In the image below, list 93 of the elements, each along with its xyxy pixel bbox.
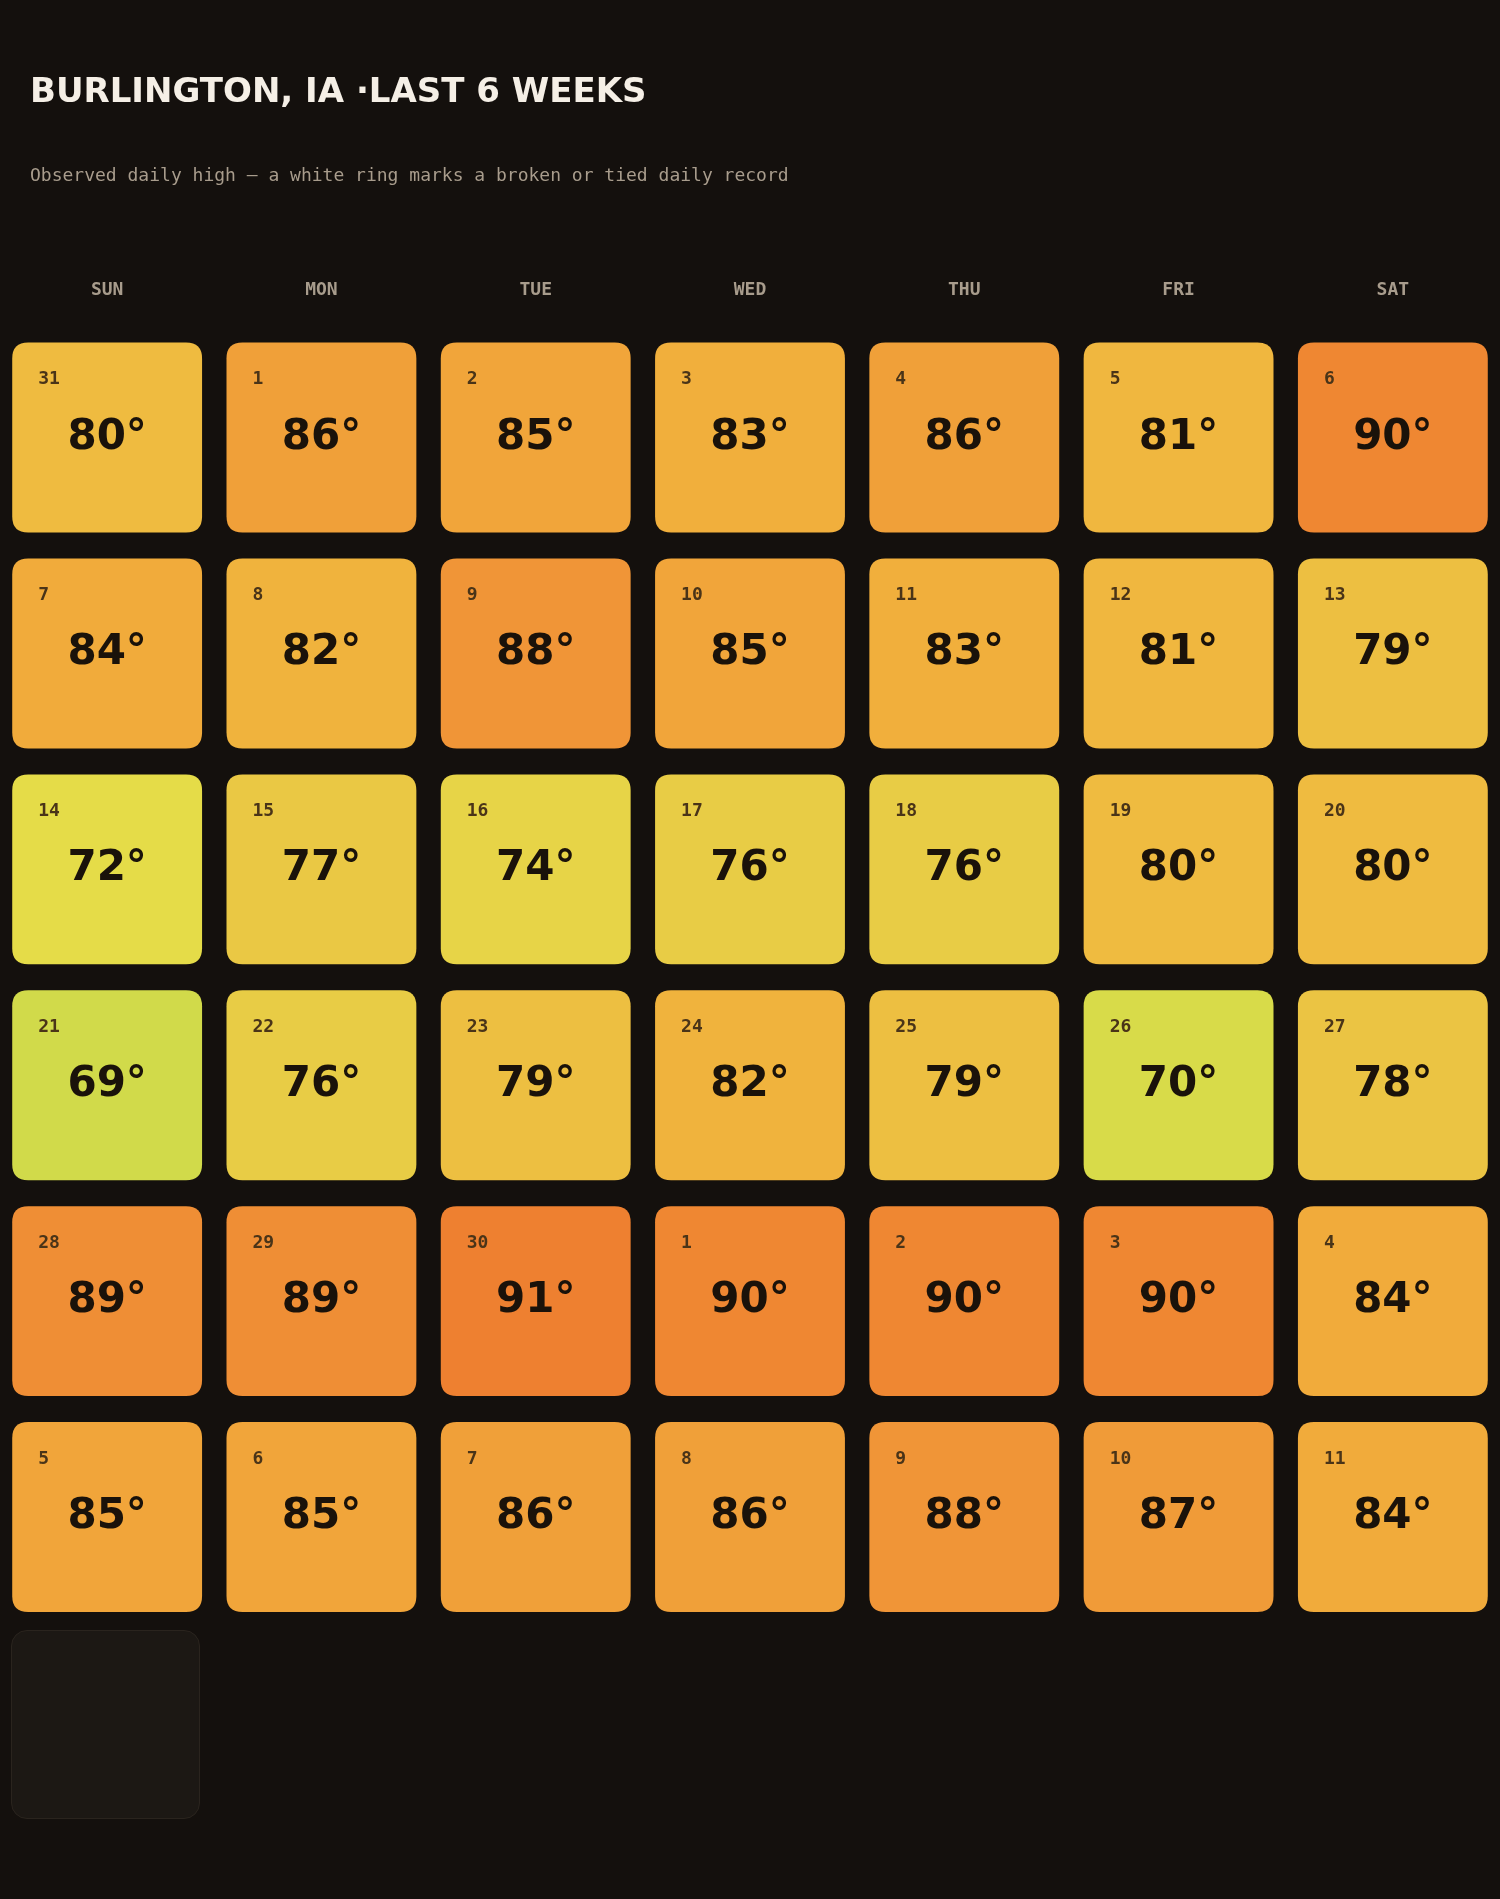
chart-title: BURLINGTON, IA ·LAST 6 WEEKS [30,70,647,110]
annotation: 19 [1109,799,1132,821]
data-label: 90° [1353,409,1433,459]
annotation: 29 [252,1230,275,1252]
annotation: 6 [1323,367,1335,389]
x-tick-label: TUE [519,278,552,300]
data-label: 76° [924,841,1005,891]
annotation: 3 [681,367,692,389]
annotation: 11 [895,583,918,605]
annotation: 10 [681,583,703,605]
data-label: 81° [1138,625,1219,675]
annotation: 30 [466,1230,489,1252]
data-label: 88° [924,1489,1005,1539]
data-label: 76° [281,1057,362,1107]
data-label: 85° [67,1489,147,1539]
data-label: 86° [924,409,1005,459]
annotation: 9 [895,1446,907,1468]
data-label: 84° [1353,1273,1433,1323]
data-label: 90° [924,1273,1005,1323]
annotation: 3 [1109,1230,1121,1252]
data-label: 85° [281,1489,362,1539]
annotation: 26 [1109,1014,1132,1036]
annotation: 1 [681,1230,692,1252]
annotation: 20 [1323,799,1346,821]
data-label: 84° [67,625,147,675]
data-label: 81° [1138,409,1219,459]
annotation: 18 [895,799,918,821]
annotation: 27 [1323,1014,1346,1036]
data-label: 72° [67,841,147,891]
data-label: 80° [1353,841,1433,891]
annotation: 1 [252,367,264,389]
annotation: 24 [681,1014,703,1036]
data-label: 80° [67,409,147,459]
annotation: 8 [681,1446,692,1468]
data-label: 91° [495,1273,576,1323]
chart-subtitle: Observed daily high — a white ring marks a broken or tied daily record [30,164,789,185]
data-label: 85° [495,409,576,459]
annotation: 22 [252,1014,275,1036]
data-label: 86° [710,1489,790,1539]
data-label: 89° [281,1273,362,1323]
annotation: 5 [1109,367,1121,389]
annotation: 2 [895,1230,907,1252]
x-tick-label: FRI [1162,278,1195,300]
data-label: 85° [710,625,790,675]
data-label: 89° [67,1273,147,1323]
x-tick-label: SUN [90,278,124,300]
annotation: 25 [895,1014,918,1036]
annotation: 5 [38,1446,50,1468]
data-label: 86° [495,1489,576,1539]
annotation: 4 [1323,1230,1335,1252]
annotation: 16 [466,799,489,821]
data-label: 79° [495,1057,576,1107]
data-label: 88° [495,625,576,675]
data-label: 84° [1353,1489,1433,1539]
data-label: 82° [710,1057,790,1107]
annotation: 15 [252,799,275,821]
data-label: 74° [495,841,576,891]
data-label: 82° [281,625,362,675]
data-label: 70° [1138,1057,1219,1107]
data-label: 77° [281,841,362,891]
data-label: 78° [1353,1057,1433,1107]
annotation: 14 [38,799,61,821]
data-label: 79° [924,1057,1005,1107]
x-tick-label: WED [733,278,767,300]
annotation: 6 [252,1446,264,1468]
annotation: 23 [466,1014,489,1036]
annotation: 4 [895,367,907,389]
data-label: 76° [710,841,790,891]
data-label: 69° [67,1057,147,1107]
data-label: 90° [1138,1273,1219,1323]
annotation: 13 [1323,583,1346,605]
x-tick-label: THU [948,278,981,300]
annotation: 12 [1109,583,1132,605]
x-tick-label: MON [305,278,338,300]
annotation: 31 [38,367,60,389]
data-label: 83° [710,409,790,459]
data-label: 83° [924,625,1005,675]
annotation: 28 [38,1230,60,1252]
annotation: 9 [466,583,478,605]
annotation: 2 [466,367,478,389]
data-label: 79° [1353,625,1433,675]
annotation: 21 [38,1014,60,1036]
annotation: 11 [1323,1446,1346,1468]
annotation: 8 [252,583,264,605]
annotation: 7 [466,1446,478,1468]
annotation: 17 [681,799,703,821]
data-label: 90° [710,1273,790,1323]
data-label: 80° [1138,841,1219,891]
annotation: 7 [38,583,50,605]
data-label: 86° [281,409,362,459]
annotation: 10 [1109,1446,1132,1468]
data-label: 87° [1138,1489,1219,1539]
x-tick-label: SAT [1376,278,1410,300]
